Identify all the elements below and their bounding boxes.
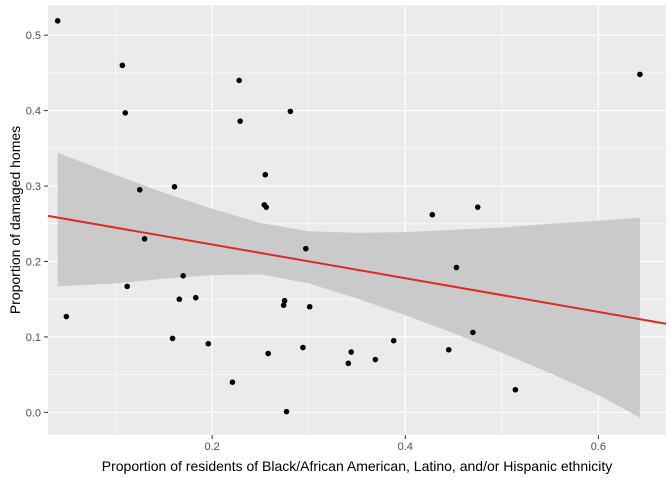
- data-point: [192, 294, 199, 301]
- data-point: [300, 344, 306, 351]
- data-point: [171, 184, 178, 190]
- data-point: [176, 296, 183, 303]
- y-axis-ticks: 0.0 0.1 0.2 0.3 0.4 0.5: [26, 30, 48, 419]
- data-point: [136, 187, 143, 193]
- x-tick-label: 0.4: [398, 441, 413, 453]
- data-point: [236, 77, 242, 84]
- data-point: [122, 110, 129, 116]
- data-point: [180, 273, 186, 279]
- data-point: [303, 245, 309, 252]
- x-tick-label: 0.2: [205, 441, 220, 453]
- data-point: [262, 171, 269, 178]
- x-tick-label: 0.6: [591, 441, 606, 453]
- data-point: [453, 264, 460, 271]
- data-point: [512, 386, 519, 393]
- fit-line: [47, 214, 667, 325]
- y-tick-label: 0.3: [26, 181, 41, 193]
- data-point: [205, 340, 212, 347]
- data-point: [283, 408, 290, 415]
- data-point: [348, 349, 355, 355]
- y-axis-title: Proportion of damaged homes: [7, 126, 23, 314]
- data-point: [169, 335, 176, 342]
- data-point: [306, 303, 313, 310]
- y-tick-label: 0.1: [26, 332, 41, 344]
- data-point: [372, 356, 379, 363]
- x-axis-ticks: 0.2 0.4 0.6: [205, 435, 606, 453]
- data-points: [54, 18, 643, 415]
- x-axis-title: Proportion of residents of Black/African…: [102, 458, 612, 474]
- data-point: [119, 62, 126, 69]
- data-point: [637, 71, 643, 78]
- data-point: [280, 302, 287, 309]
- data-point: [445, 346, 452, 353]
- data-point: [390, 337, 397, 344]
- y-tick-label: 0.4: [26, 106, 41, 118]
- data-point: [287, 108, 294, 115]
- y-tick-label: 0.0: [26, 407, 41, 419]
- confidence-band: [57, 152, 640, 418]
- data-point: [124, 283, 130, 290]
- data-point: [141, 236, 148, 242]
- data-point: [265, 350, 271, 357]
- data-point: [63, 313, 70, 320]
- data-point: [263, 204, 270, 210]
- data-point: [470, 329, 476, 336]
- data-point: [237, 118, 243, 124]
- data-point: [429, 211, 436, 218]
- data-point: [345, 360, 352, 367]
- data-point: [281, 297, 288, 304]
- y-tick-label: 0.2: [26, 256, 41, 268]
- data-point: [54, 18, 61, 24]
- data-point: [474, 204, 481, 210]
- data-point: [229, 379, 236, 385]
- y-tick-label: 0.5: [26, 30, 41, 42]
